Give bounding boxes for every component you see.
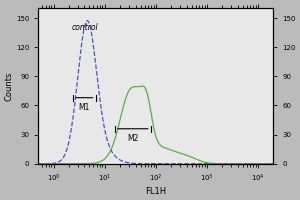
Text: M2: M2 <box>127 134 139 143</box>
X-axis label: FL1H: FL1H <box>145 187 166 196</box>
Text: M1: M1 <box>79 103 90 112</box>
Y-axis label: Counts: Counts <box>4 71 13 101</box>
Text: control: control <box>72 23 98 32</box>
